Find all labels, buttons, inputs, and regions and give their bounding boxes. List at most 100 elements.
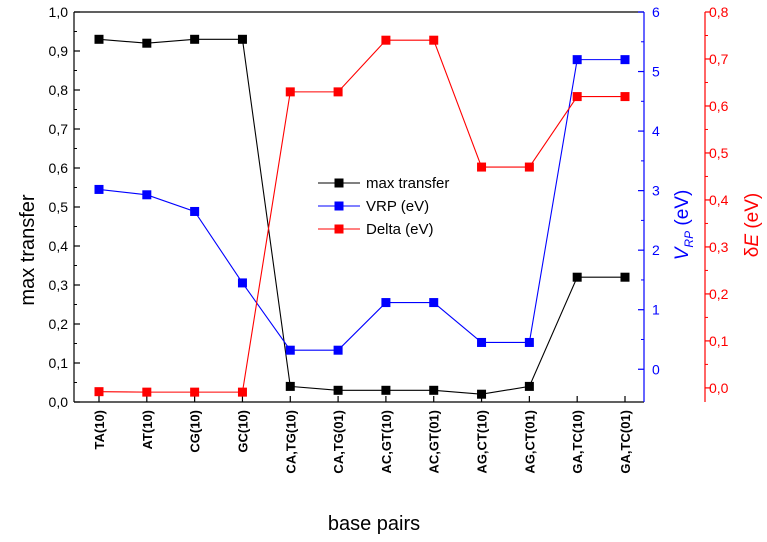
- series-point-1: [620, 55, 630, 65]
- series-line-2: [98, 39, 625, 393]
- vrp-tick-label: 0: [652, 361, 660, 377]
- series-point-1: [477, 337, 487, 347]
- series-point-2: [94, 387, 104, 397]
- series-point-2: [142, 387, 152, 397]
- delta-tick-label: 0,5: [709, 145, 729, 161]
- delta-axis-title-tail: (eV): [742, 193, 763, 234]
- vrp-tick-label: 4: [652, 123, 660, 139]
- legend: max transfer VRP (eV) Delta (eV): [318, 175, 449, 238]
- series-point-1: [333, 345, 343, 355]
- left-tick-label: 0,7: [49, 121, 69, 137]
- series-point-0: [429, 385, 439, 395]
- delta-axis-title: δE (eV): [742, 193, 763, 257]
- delta-tick-label: 0,2: [709, 286, 729, 302]
- delta-tick-label: 0,4: [709, 192, 729, 208]
- x-tick-label: CG(10): [188, 410, 203, 453]
- left-tick-label: 0,3: [49, 277, 69, 293]
- vrp-tick-label: 1: [652, 302, 660, 318]
- series-point-2: [620, 92, 630, 102]
- left-tick-label: 1,0: [49, 4, 69, 20]
- legend-marker-0: [334, 178, 344, 188]
- x-tick-label: GC(10): [235, 410, 250, 453]
- left-tick-label: 0,5: [49, 199, 69, 215]
- left-tick-label: 0,9: [49, 43, 69, 59]
- series-point-0: [237, 34, 247, 44]
- series-point-2: [190, 387, 200, 397]
- series-point-1: [94, 184, 104, 194]
- series-point-0: [285, 381, 295, 391]
- vrp-axis-title-tail: (eV): [672, 190, 693, 231]
- x-tick-label: GA,TC(01): [618, 410, 633, 474]
- left-tick-label: 0,2: [49, 316, 69, 332]
- series-point-0: [620, 272, 630, 282]
- series-point-0: [94, 34, 104, 44]
- series-point-2: [381, 35, 391, 45]
- series-point-0: [381, 385, 391, 395]
- vrp-axis-title-main: V: [672, 245, 693, 260]
- left-tick-label: 0,0: [49, 394, 69, 410]
- vrp-tick-label: 5: [652, 64, 660, 80]
- series-point-1: [429, 298, 439, 308]
- series-point-1: [285, 345, 295, 355]
- delta-axis-title-italic: E: [742, 234, 763, 247]
- series-point-1: [142, 190, 152, 200]
- left-axis-title: max transfer: [17, 194, 39, 305]
- x-tick-label: AC,GT(01): [427, 410, 442, 474]
- vrp-axis-title-sub: RP: [682, 231, 696, 248]
- x-tick-label: GA,TC(10): [570, 410, 585, 474]
- vrp-axis-title: VRP (eV): [672, 190, 696, 261]
- x-axis: TA(10) AT(10) CG(10) GC(10) CA,TG(10) CA,TG(0…: [92, 396, 633, 474]
- delta-tick-label: 0,1: [709, 333, 729, 349]
- x-tick-label: CA,TG(10): [283, 410, 298, 474]
- series-point-0: [572, 272, 582, 282]
- delta-tick-label: 0,3: [709, 239, 729, 255]
- series-point-1: [190, 206, 200, 216]
- x-axis-title: base pairs: [328, 513, 420, 535]
- left-tick-label: 0,8: [49, 82, 69, 98]
- series-point-0: [142, 38, 152, 48]
- legend-marker-2: [334, 224, 344, 234]
- legend-label-1: VRP (eV): [366, 198, 429, 215]
- series-point-2: [333, 87, 343, 97]
- delta-tick-label: 0,8: [709, 4, 729, 20]
- left-tick-label: 0,6: [49, 160, 69, 176]
- delta-tick-label: 0,6: [709, 98, 729, 114]
- delta-tick-label: 0,0: [709, 380, 729, 396]
- series-point-2: [237, 387, 247, 397]
- delta-axis: 0,0 0,1 0,2 0,3 0,4 0,5 0,6 0,7 0,8: [704, 4, 729, 402]
- series-line-1: [98, 59, 625, 351]
- delta-axis-title-pre: δ: [742, 247, 763, 258]
- series-point-2: [429, 35, 439, 45]
- delta-tick-label: 0,7: [709, 51, 729, 67]
- x-tick-label: AT(10): [140, 410, 155, 449]
- series-point-1: [524, 337, 534, 347]
- series-point-0: [524, 381, 534, 391]
- legend-label-2: Delta (eV): [366, 221, 434, 238]
- series-line-0: [98, 38, 625, 395]
- series-point-0: [333, 385, 343, 395]
- vrp-axis: 0 1 2 3 4 5 6: [638, 4, 660, 402]
- series-point-2: [524, 162, 534, 172]
- vrp-tick-label: 6: [652, 4, 660, 20]
- x-tick-label: AG,CT(10): [475, 410, 490, 474]
- series-point-1: [381, 298, 391, 308]
- series-point-2: [285, 87, 295, 97]
- series-point-0: [477, 389, 487, 399]
- series-point-1: [572, 55, 582, 65]
- left-axis: 0,0 0,1 0,2 0,3 0,4 0,5 0,6 0,7 0,8 0,9 1,0: [49, 4, 80, 410]
- plot-frame: [74, 11, 644, 403]
- series-point-2: [572, 92, 582, 102]
- legend-label-0: max transfer: [366, 175, 449, 192]
- series-layer: [94, 34, 630, 399]
- x-tick-label: CA,TG(01): [331, 410, 346, 474]
- series-point-2: [477, 162, 487, 172]
- x-tick-label: AG,CT(01): [522, 410, 537, 474]
- vrp-tick-label: 2: [652, 242, 660, 258]
- left-tick-label: 0,1: [49, 355, 69, 371]
- series-point-0: [190, 34, 200, 44]
- left-tick-label: 0,4: [49, 238, 69, 254]
- x-tick-label: AC,GT(10): [379, 410, 394, 474]
- x-tick-label: TA(10): [92, 410, 107, 449]
- legend-marker-1: [334, 201, 344, 211]
